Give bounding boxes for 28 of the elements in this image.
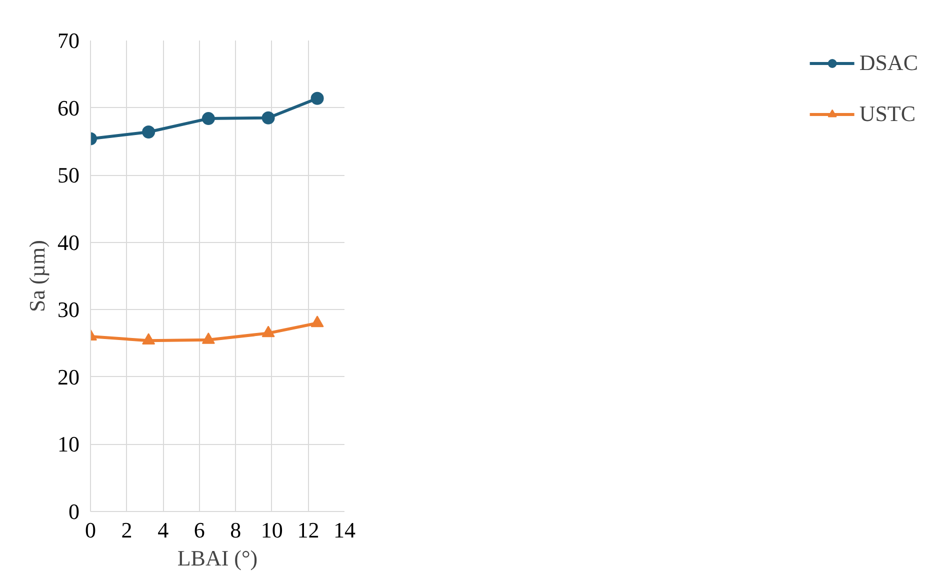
x-axis-title: LBAI (°) — [177, 546, 258, 570]
y-tick-label: 30 — [58, 297, 80, 322]
legend-label: USTC — [859, 101, 916, 127]
legend-label: DSAC — [859, 50, 918, 76]
point — [262, 326, 275, 338]
x-tick-label: 10 — [260, 518, 283, 542]
point — [202, 332, 215, 344]
point — [310, 92, 324, 105]
x-tick-label: 2 — [121, 518, 132, 542]
x-tick-label: 4 — [158, 518, 169, 542]
point — [262, 111, 275, 124]
y-axis-title: Sa (µm) — [24, 240, 50, 312]
point — [142, 333, 156, 345]
y-tick-label: 70 — [58, 28, 80, 53]
y-tick-label: 10 — [58, 432, 80, 457]
y-tick-label: 60 — [58, 95, 80, 120]
y-tick-label: 50 — [58, 162, 80, 188]
point — [202, 112, 215, 126]
x-tick-label: 6 — [194, 518, 205, 542]
x-tick-label: 8 — [230, 518, 242, 542]
point — [142, 126, 156, 138]
x-tick-label: 0 — [85, 518, 96, 542]
y-tick-label: 20 — [58, 364, 80, 390]
y-tick-label: 40 — [58, 230, 80, 255]
y-tick-label: 0 — [68, 499, 80, 524]
x-tick-label: 14 — [334, 518, 356, 542]
point — [310, 316, 324, 328]
x-tick-label: 12 — [297, 518, 320, 542]
